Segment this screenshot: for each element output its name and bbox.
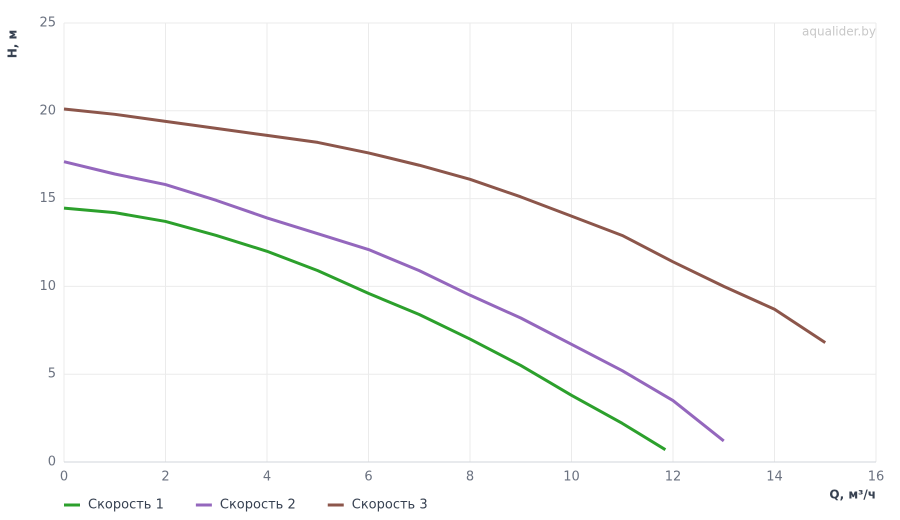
watermark: aqualider.by — [802, 25, 876, 39]
x-tick-label: 6 — [364, 470, 372, 485]
x-axis-title: Q, м³/ч — [829, 488, 876, 502]
x-tick-label: 12 — [665, 470, 682, 485]
y-tick-label: 15 — [39, 191, 56, 206]
y-axis-title: H, м — [6, 30, 20, 59]
x-tick-label: 4 — [263, 470, 271, 485]
legend-label: Скорость 3 — [352, 498, 428, 513]
x-tick-label: 2 — [161, 470, 169, 485]
y-tick-label: 20 — [39, 103, 56, 118]
line-series — [63, 206, 667, 451]
x-tick-label: 14 — [766, 470, 783, 485]
x-tick-label: 10 — [563, 470, 580, 485]
x-tick-label: 0 — [60, 470, 68, 485]
line-series — [63, 107, 827, 344]
y-tick-label: 10 — [39, 279, 56, 294]
y-tick-label: 25 — [39, 16, 56, 31]
x-tick-label: 8 — [466, 470, 474, 485]
y-tick-label: 0 — [48, 455, 56, 470]
line-series — [63, 160, 725, 443]
x-tick-label: 16 — [868, 470, 885, 485]
y-tick-label: 5 — [48, 367, 56, 382]
legend-label: Скорость 1 — [88, 498, 164, 513]
legend-label: Скорость 2 — [220, 498, 296, 513]
